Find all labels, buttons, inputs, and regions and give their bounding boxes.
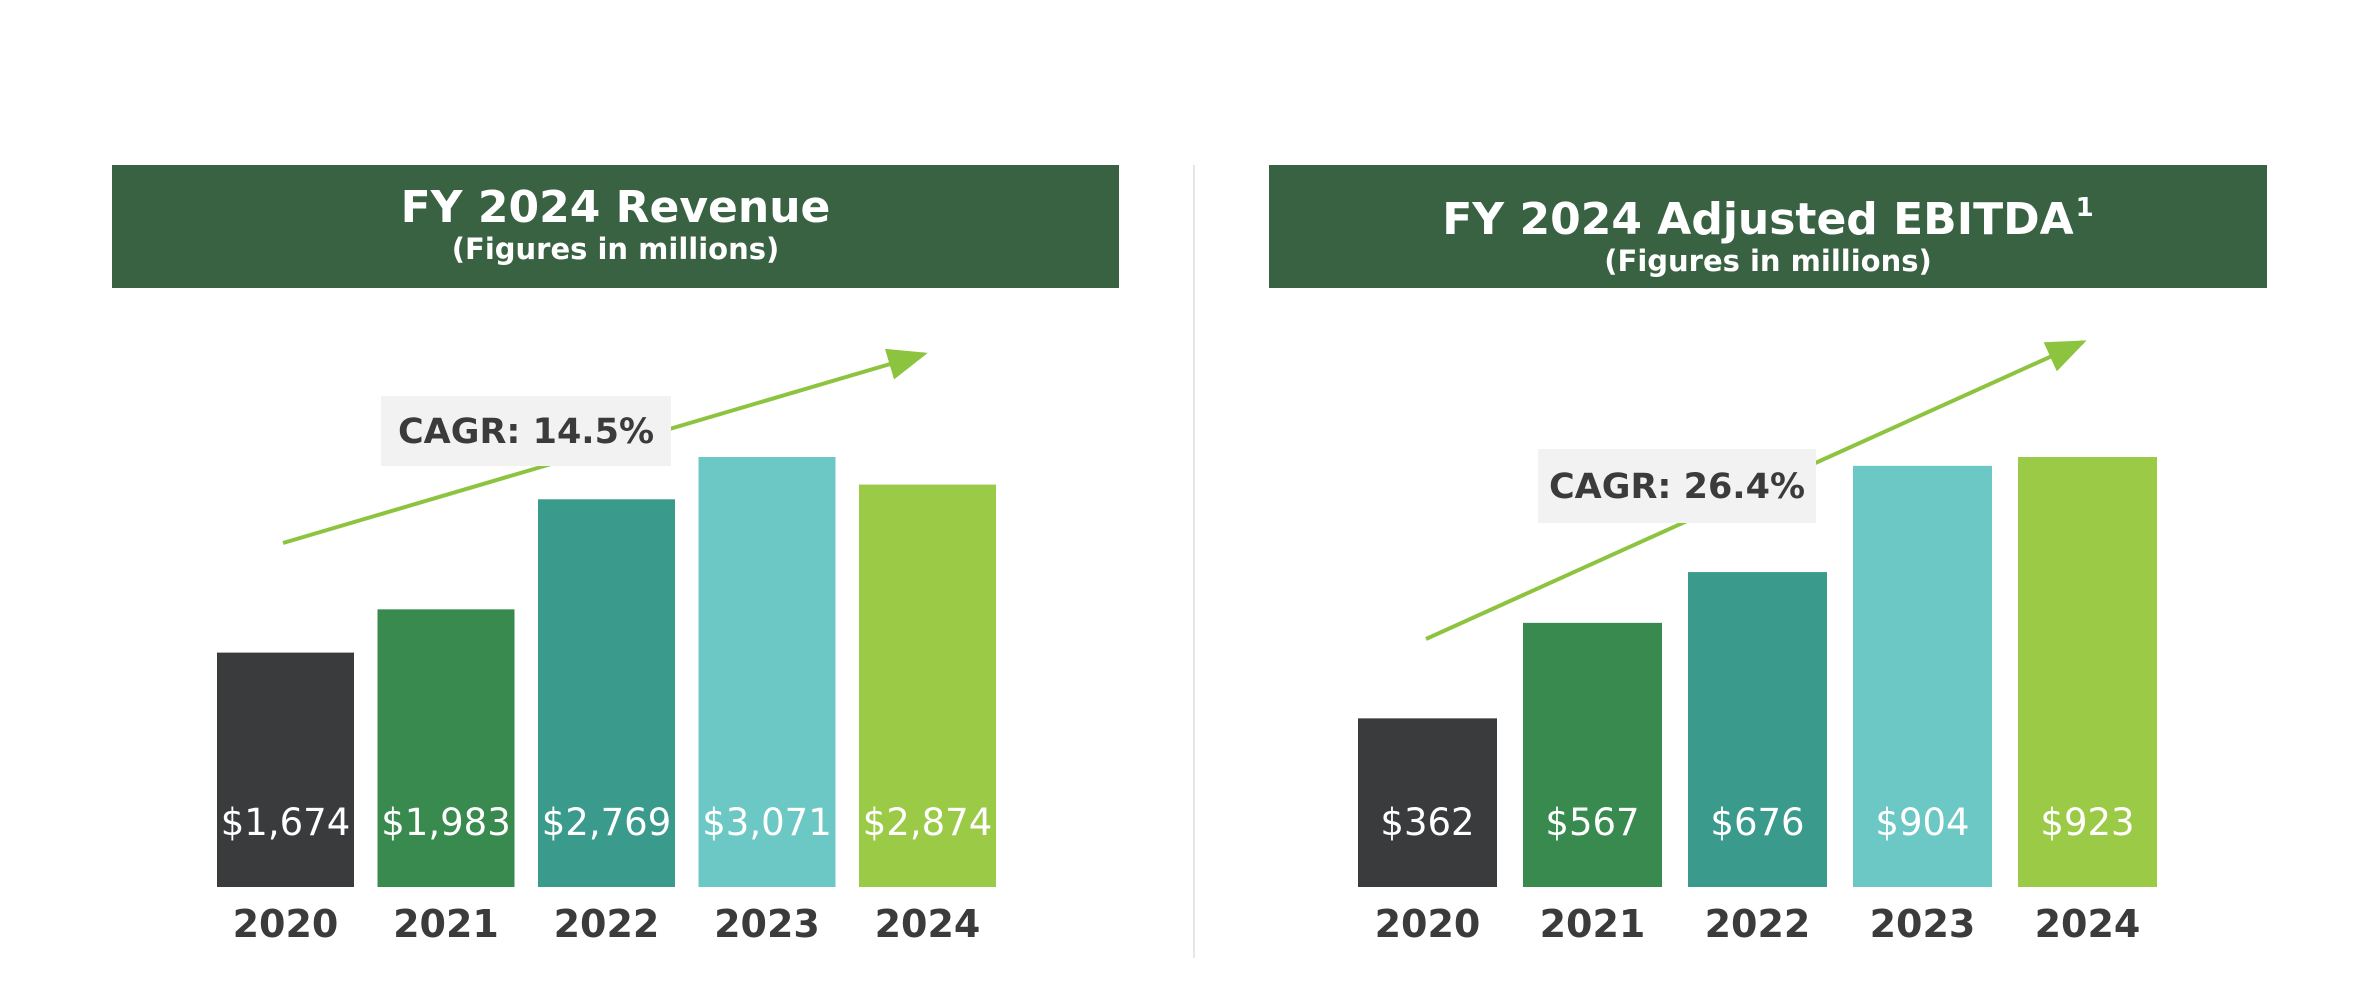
data-label-2023: $904 xyxy=(1875,801,1969,844)
bar-2022 xyxy=(538,499,675,887)
data-label-2020: $362 xyxy=(1380,801,1474,844)
ebitda-chart-title: FY 2024 Adjusted EBITDA1 xyxy=(1269,184,2267,244)
revenue-chart-header: FY 2024 Revenue (Figures in millions) xyxy=(112,165,1119,288)
data-label-2024: $923 xyxy=(2040,801,2134,844)
x-tick-label-2024: 2024 xyxy=(2035,902,2141,946)
bar-2020 xyxy=(217,652,354,887)
ebitda-chart-header: FY 2024 Adjusted EBITDA1 (Figures in mil… xyxy=(1269,165,2267,288)
bar-2021 xyxy=(377,609,515,887)
ebitda-chart: $362 2020 $567 2021 $676 2022 $904 2023 $923 2024… xyxy=(1358,340,2157,946)
x-tick-label-2022: 2022 xyxy=(554,902,660,946)
ebitda-chart-subtitle: (Figures in millions) xyxy=(1604,244,1932,278)
revenue-chart-subtitle: (Figures in millions) xyxy=(451,232,780,266)
cagr-label: CAGR: 26.4% xyxy=(1549,467,1805,507)
data-label-2022: $676 xyxy=(1710,801,1804,844)
data-label-2023: $3,071 xyxy=(702,801,831,844)
x-tick-label-2020: 2020 xyxy=(1375,902,1481,946)
bar-2020 xyxy=(1358,718,1497,887)
data-label-2022: $2,769 xyxy=(542,801,671,844)
cagr-label: CAGR: 14.5% xyxy=(398,412,654,452)
bar-2021 xyxy=(1523,622,1662,887)
footnote-marker: 1 xyxy=(2075,193,2094,223)
x-tick-label-2021: 2021 xyxy=(393,902,499,946)
x-tick-label-2020: 2020 xyxy=(233,902,339,946)
bar-2024 xyxy=(2018,457,2157,887)
cagr-box xyxy=(381,396,671,466)
x-tick-label-2023: 2023 xyxy=(1870,902,1976,946)
bar-2023 xyxy=(1853,465,1992,887)
data-label-2024: $2,874 xyxy=(863,801,992,844)
data-label-2021: $567 xyxy=(1545,801,1639,844)
data-label-2021: $1,983 xyxy=(381,801,510,844)
bar-2022 xyxy=(1688,572,1827,887)
bar-2023 xyxy=(698,457,836,887)
panel-divider xyxy=(1193,165,1195,958)
bar-2024 xyxy=(859,484,996,887)
cagr-box xyxy=(1538,449,1816,523)
x-tick-label-2024: 2024 xyxy=(875,902,981,946)
revenue-chart-title: FY 2024 Revenue xyxy=(400,182,831,233)
data-label-2020: $1,674 xyxy=(221,801,350,844)
x-tick-label-2023: 2023 xyxy=(714,902,820,946)
x-tick-label-2021: 2021 xyxy=(1540,902,1646,946)
revenue-chart: $1,674 2020 $1,983 2021 $2,769 2022 $3,071 2023… xyxy=(217,348,996,946)
ebitda-title-text: FY 2024 Adjusted EBITDA xyxy=(1442,194,2074,245)
x-tick-label-2022: 2022 xyxy=(1705,902,1811,946)
